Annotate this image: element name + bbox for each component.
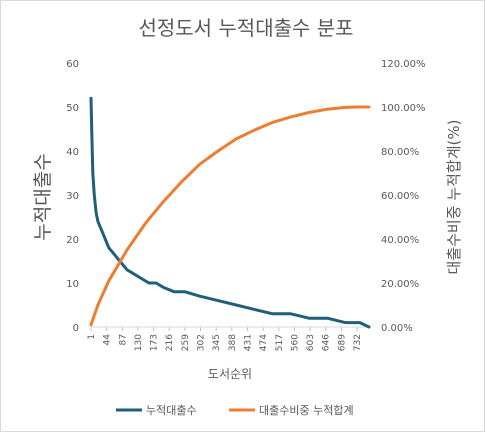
- x-tick-label: 689: [337, 334, 347, 351]
- x-tick-label: 302: [197, 334, 207, 351]
- y-tick-label: 10: [66, 279, 79, 290]
- x-axis-title: 도서순위: [208, 367, 252, 381]
- series-line-2: [89, 105, 371, 327]
- y-tick-label: 50: [66, 103, 79, 114]
- x-tick-label: 87: [118, 334, 128, 345]
- y2-tick-label: 80.00%: [381, 147, 419, 158]
- y-tick-label: 60: [66, 59, 79, 70]
- y2-tick-label: 100.00%: [381, 103, 426, 114]
- y-tick-label: 20: [66, 235, 79, 246]
- y-tick-label: 0: [73, 323, 79, 334]
- y-axis-ticks: 0 10 20 30 40 50 60: [66, 59, 79, 334]
- x-tick-label: 216: [165, 334, 175, 351]
- series-layer: [89, 96, 371, 329]
- series-line-1: [89, 96, 371, 329]
- x-axis-ticks: 1 44 87 130 173 216 259 302 345 388 431 474 517 560 60…: [87, 327, 363, 351]
- y2-axis-ticks: 0.00% 20.00% 40.00% 60.00% 80.00% 100.00% 120.…: [381, 59, 426, 334]
- x-tick-label: 130: [134, 334, 144, 351]
- y2-tick-label: 120.00%: [381, 59, 426, 70]
- legend-label-series-2: 대출수비중 누적합계: [259, 404, 354, 417]
- x-tick-label: 1: [87, 334, 97, 340]
- x-tick-label: 474: [259, 334, 269, 351]
- legend: 누적대출수 대출수비중 누적합계: [116, 404, 354, 417]
- y2-tick-label: 0.00%: [381, 323, 413, 334]
- x-tick-label: 388: [228, 334, 238, 351]
- x-tick-label: 603: [306, 334, 316, 351]
- y2-tick-label: 20.00%: [381, 279, 419, 290]
- chart-title: 선정도서 누적대출수 분포: [138, 16, 353, 40]
- y2-tick-label: 60.00%: [381, 191, 419, 202]
- x-tick-label: 44: [103, 334, 113, 346]
- y-tick-label: 30: [66, 191, 79, 202]
- y-axis-title: 누적대출수: [32, 153, 54, 240]
- x-tick-label: 173: [150, 334, 160, 351]
- x-tick-label: 259: [181, 334, 191, 351]
- x-tick-label: 345: [212, 334, 222, 351]
- y-tick-label: 40: [66, 147, 79, 158]
- x-tick-label: 732: [353, 334, 363, 351]
- x-tick-label: 646: [322, 334, 332, 351]
- y2-axis-title: 대출수비중 누적합계(%): [445, 120, 463, 275]
- legend-label-series-1: 누적대출수: [146, 404, 197, 417]
- x-tick-label: 560: [290, 334, 300, 351]
- x-tick-label: 517: [275, 334, 285, 351]
- x-tick-label: 431: [243, 334, 253, 351]
- y2-tick-label: 40.00%: [381, 235, 419, 246]
